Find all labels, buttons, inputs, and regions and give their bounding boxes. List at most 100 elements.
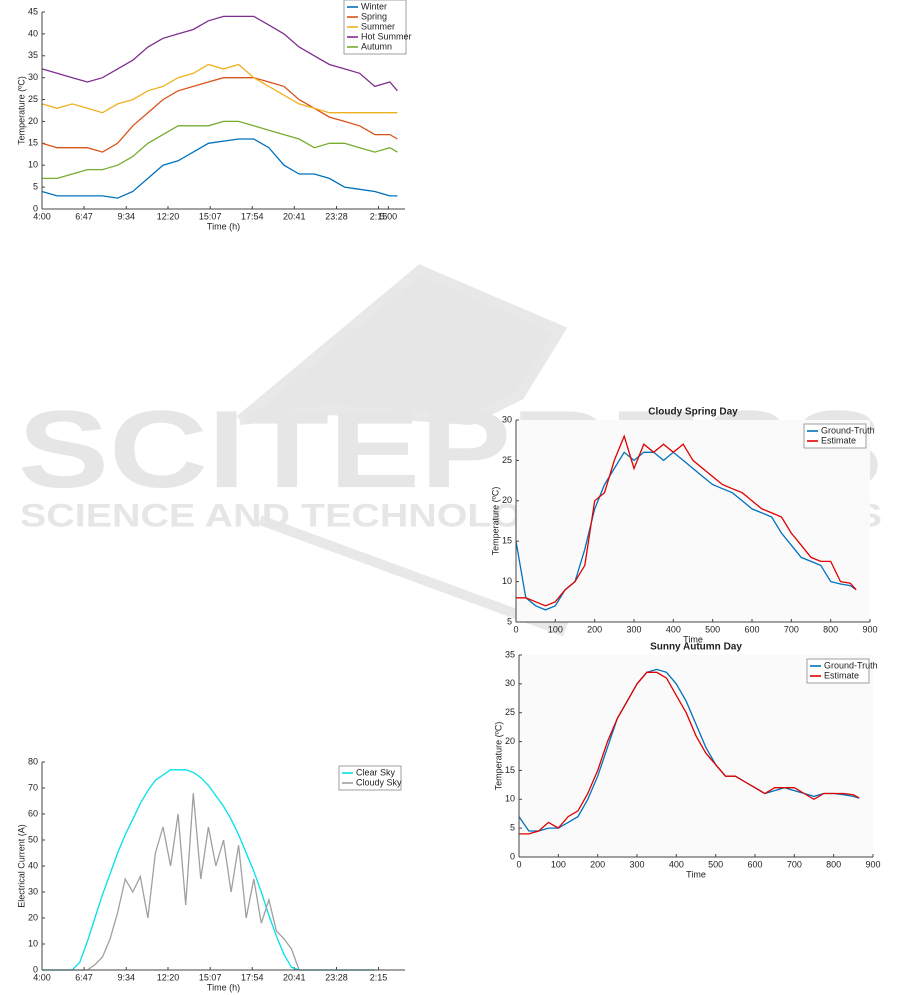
series-line bbox=[519, 671, 860, 835]
x-tick-label: 15:07 bbox=[199, 972, 222, 982]
y-tick-label: 0 bbox=[510, 851, 515, 861]
y-tick-label: 15 bbox=[505, 765, 515, 775]
legend-label: Spring bbox=[361, 11, 387, 21]
y-tick-label: 10 bbox=[28, 938, 38, 948]
legend-label: Cloudy Sky bbox=[356, 777, 402, 787]
x-tick-label: 12:20 bbox=[157, 972, 180, 982]
x-tick-label: 12:20 bbox=[157, 211, 180, 221]
series-line bbox=[516, 434, 857, 607]
y-axis-label: Temperature (ºC) bbox=[490, 487, 500, 556]
x-tick-label: 0 bbox=[516, 859, 521, 869]
x-tick-label: 100 bbox=[548, 624, 563, 634]
y-tick-label: 30 bbox=[28, 886, 38, 896]
x-tick-label: 800 bbox=[826, 859, 841, 869]
series-line bbox=[41, 77, 398, 153]
y-tick-label: 0 bbox=[33, 964, 38, 974]
x-axis-label: Time bbox=[686, 869, 706, 879]
x-tick-label: 2:15 bbox=[370, 211, 388, 221]
x-tick-label: 500 bbox=[705, 624, 720, 634]
y-tick-label: 15 bbox=[28, 138, 38, 148]
chart-title: Cloudy Spring Day bbox=[648, 407, 738, 418]
x-tick-label: 300 bbox=[629, 859, 644, 869]
x-tick-label: 400 bbox=[666, 624, 681, 634]
y-tick-label: 10 bbox=[28, 160, 38, 170]
x-tick-label: 23:28 bbox=[325, 972, 348, 982]
y-tick-label: 50 bbox=[28, 834, 38, 844]
y-tick-label: 20 bbox=[505, 736, 515, 746]
x-axis-label: Time bbox=[683, 634, 703, 644]
x-tick-label: 400 bbox=[669, 859, 684, 869]
y-tick-label: 5 bbox=[510, 823, 515, 833]
y-tick-label: 5 bbox=[507, 616, 512, 626]
chart: 0 5 10 15 20 25 30 35 40 45 4:00 6:47 9:34 12:20 15:07… bbox=[16, 0, 412, 231]
y-tick-label: 40 bbox=[28, 860, 38, 870]
y-axis-label: Temperature (ºC) bbox=[16, 76, 26, 145]
legend-label: Clear Sky bbox=[356, 767, 396, 777]
x-tick-label: 23:28 bbox=[325, 211, 348, 221]
y-tick-label: 10 bbox=[502, 576, 512, 586]
legend-label: Summer bbox=[361, 21, 395, 31]
y-axis-label: Electrical Current (A) bbox=[16, 824, 26, 908]
x-tick-label: 200 bbox=[587, 624, 602, 634]
x-tick-label: 9:34 bbox=[117, 211, 135, 221]
x-tick-label: 900 bbox=[865, 859, 880, 869]
y-tick-label: 30 bbox=[28, 72, 38, 82]
x-tick-label: 300 bbox=[626, 624, 641, 634]
y-tick-label: 80 bbox=[28, 756, 38, 766]
x-tick-label: 15:07 bbox=[199, 211, 222, 221]
series-line bbox=[42, 120, 398, 180]
y-tick-label: 35 bbox=[505, 649, 515, 659]
legend-label: Autumn bbox=[361, 41, 392, 51]
x-tick-label: 6:47 bbox=[75, 972, 93, 982]
legend-label: Hot Summer bbox=[361, 31, 412, 41]
x-tick-label: 17:54 bbox=[241, 972, 264, 982]
x-tick-label: 9:34 bbox=[117, 972, 135, 982]
y-tick-label: 45 bbox=[28, 6, 38, 16]
x-axis-label: Time (h) bbox=[207, 982, 240, 992]
series-line bbox=[42, 793, 375, 971]
y-tick-label: 5 bbox=[33, 181, 38, 191]
x-tick-label: 900 bbox=[862, 624, 877, 634]
x-tick-label: 600 bbox=[744, 624, 759, 634]
y-tick-label: 35 bbox=[28, 50, 38, 60]
x-tick-label: 4:00 bbox=[33, 211, 51, 221]
legend-label: Ground-Truth bbox=[824, 660, 878, 670]
y-axis-label: Temperature (ºC) bbox=[493, 722, 503, 791]
plot-area bbox=[519, 655, 873, 857]
legend-box bbox=[803, 423, 867, 449]
legend-box bbox=[338, 765, 402, 791]
x-tick-label: 5:00 bbox=[380, 211, 398, 221]
legend-box bbox=[806, 658, 870, 684]
legend-label: Winter bbox=[361, 1, 387, 11]
y-tick-label: 20 bbox=[28, 116, 38, 126]
x-tick-label: 0 bbox=[513, 624, 518, 634]
x-tick-label: 700 bbox=[784, 624, 799, 634]
x-tick-label: 500 bbox=[708, 859, 723, 869]
y-tick-label: 10 bbox=[505, 794, 515, 804]
y-tick-label: 25 bbox=[505, 707, 515, 717]
legend-label: Estimate bbox=[821, 435, 856, 445]
y-tick-label: 30 bbox=[502, 414, 512, 424]
y-tick-label: 0 bbox=[33, 203, 38, 213]
series-line bbox=[41, 15, 398, 92]
series-line bbox=[41, 63, 398, 114]
chart: 0 10 20 30 40 50 60 70 80 4:00 6:47 9:34 12:20 15:07 1… bbox=[16, 756, 405, 992]
y-tick-label: 40 bbox=[28, 28, 38, 38]
watermark-book bbox=[236, 264, 568, 426]
plot-area bbox=[516, 420, 870, 622]
legend-label: Ground-Truth bbox=[821, 425, 875, 435]
legend-label: Estimate bbox=[824, 670, 859, 680]
series-line bbox=[42, 769, 375, 971]
y-tick-label: 25 bbox=[28, 94, 38, 104]
x-tick-label: 6:47 bbox=[75, 211, 93, 221]
x-axis-label: Time (h) bbox=[207, 221, 240, 231]
chart-title: Sunny Autumn Day bbox=[650, 642, 742, 653]
y-tick-label: 70 bbox=[28, 782, 38, 792]
y-tick-label: 20 bbox=[502, 495, 512, 505]
x-tick-label: 17:54 bbox=[241, 211, 264, 221]
x-tick-label: 2:15 bbox=[370, 972, 388, 982]
x-tick-label: 600 bbox=[747, 859, 762, 869]
y-tick-label: 60 bbox=[28, 808, 38, 818]
